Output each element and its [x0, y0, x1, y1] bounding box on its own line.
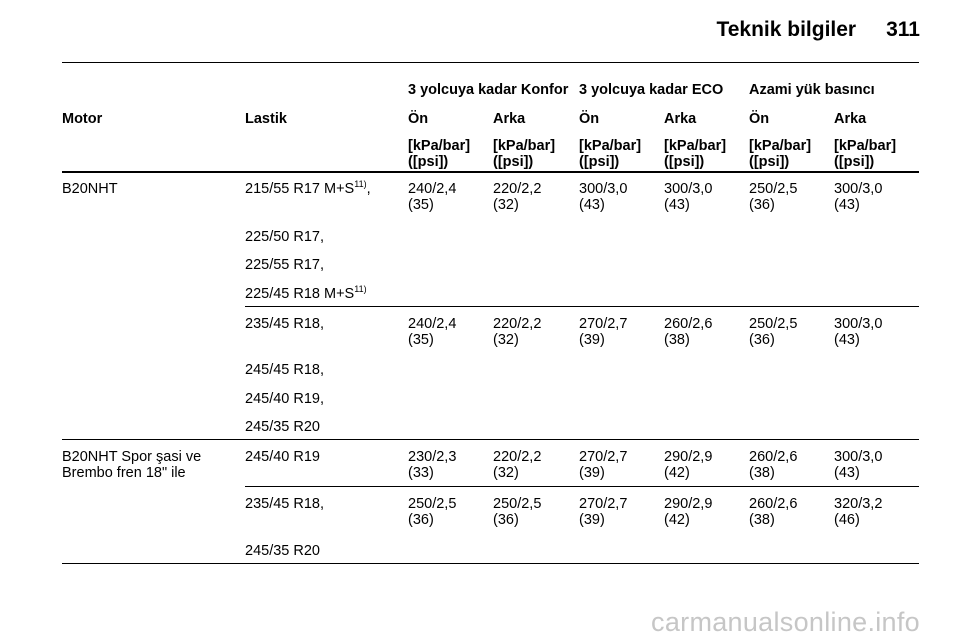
pressure-cell: 260/2,6 (38) [749, 449, 798, 481]
pressure-cell: 260/2,6 (38) [664, 316, 713, 348]
motor-cell: B20NHT [62, 181, 118, 197]
table-top-rule [62, 62, 919, 63]
pressure-cell: 270/2,7 (39) [579, 316, 628, 348]
pressure-cell: 250/2,5 (36) [749, 181, 798, 213]
pressure-cell: 230/2,3 (33) [408, 449, 457, 481]
column-header-lastik: Lastik [245, 111, 287, 127]
sub-header-on: Ön [579, 111, 600, 127]
table-bottom-rule [62, 563, 919, 564]
page-header: Teknik bilgiler 311 [716, 18, 920, 42]
tire-cell: 245/35 R20 [245, 543, 320, 559]
sub-header-on: Ön [749, 111, 770, 127]
tire-cell: 225/45 R18 M+S11) [245, 284, 367, 302]
tire-cell: 245/35 R20 [245, 419, 320, 435]
motor-cell: B20NHT Spor şasi ve Brembo fren 18" ile [62, 449, 202, 481]
tire-cell: 245/40 R19, [245, 391, 325, 407]
group-header-konfor: 3 yolcuya kadar Konfor [408, 82, 569, 98]
header-bottom-rule [62, 171, 919, 173]
column-header-motor: Motor [62, 111, 103, 127]
pressure-cell: 260/2,6 (38) [749, 496, 798, 528]
pressure-cell: 290/2,9 (42) [664, 496, 713, 528]
unit-header: [kPa/bar] ([psi]) [493, 138, 556, 170]
pressure-cell: 250/2,5 (36) [749, 316, 798, 348]
tire-cell: 215/55 R17 M+S11), [245, 179, 371, 197]
pressure-cell: 300/3,0 (43) [834, 316, 883, 348]
unit-header: [kPa/bar] ([psi]) [664, 138, 727, 170]
row-separator [62, 439, 919, 440]
pressure-cell: 270/2,7 (39) [579, 449, 628, 481]
pressure-cell: 300/3,0 (43) [579, 181, 628, 213]
pressure-cell: 220/2,2 (32) [493, 449, 542, 481]
sub-header-on: Ön [408, 111, 429, 127]
pressure-cell: 250/2,5 (36) [408, 496, 457, 528]
pressure-cell: 240/2,4 (35) [408, 316, 457, 348]
pressure-cell: 250/2,5 (36) [493, 496, 542, 528]
pressure-cell: 240/2,4 (35) [408, 181, 457, 213]
unit-header: [kPa/bar] ([psi]) [834, 138, 897, 170]
unit-header: [kPa/bar] ([psi]) [749, 138, 812, 170]
sub-header-arka: Arka [834, 111, 867, 127]
tire-cell: 245/45 R18, [245, 362, 325, 378]
tire-cell: 245/40 R19 [245, 449, 320, 465]
tire-cell: 235/45 R18, [245, 496, 325, 512]
pressure-cell: 290/2,9 (42) [664, 449, 713, 481]
pressure-cell: 300/3,0 (43) [664, 181, 713, 213]
row-separator [245, 306, 919, 307]
watermark: carmanualsonline.info [651, 607, 920, 637]
sub-header-arka: Arka [493, 111, 526, 127]
pressure-cell: 220/2,2 (32) [493, 316, 542, 348]
group-header-eco: 3 yolcuya kadar ECO [579, 82, 724, 98]
unit-header: [kPa/bar] ([psi]) [579, 138, 642, 170]
tire-cell: 225/55 R17, [245, 257, 325, 273]
tire-cell: 235/45 R18, [245, 316, 325, 332]
pressure-cell: 300/3,0 (43) [834, 449, 883, 481]
pressure-cell: 300/3,0 (43) [834, 181, 883, 213]
page-title: Teknik bilgiler [716, 18, 857, 41]
pressure-cell: 320/3,2 (46) [834, 496, 883, 528]
sub-header-arka: Arka [664, 111, 697, 127]
page-number: 311 [886, 18, 920, 41]
unit-header: [kPa/bar] ([psi]) [408, 138, 471, 170]
pressure-cell: 220/2,2 (32) [493, 181, 542, 213]
pressure-cell: 270/2,7 (39) [579, 496, 628, 528]
row-separator [245, 486, 919, 487]
tire-cell: 225/50 R17, [245, 229, 325, 245]
group-header-azami: Azami yük basıncı [749, 82, 875, 98]
